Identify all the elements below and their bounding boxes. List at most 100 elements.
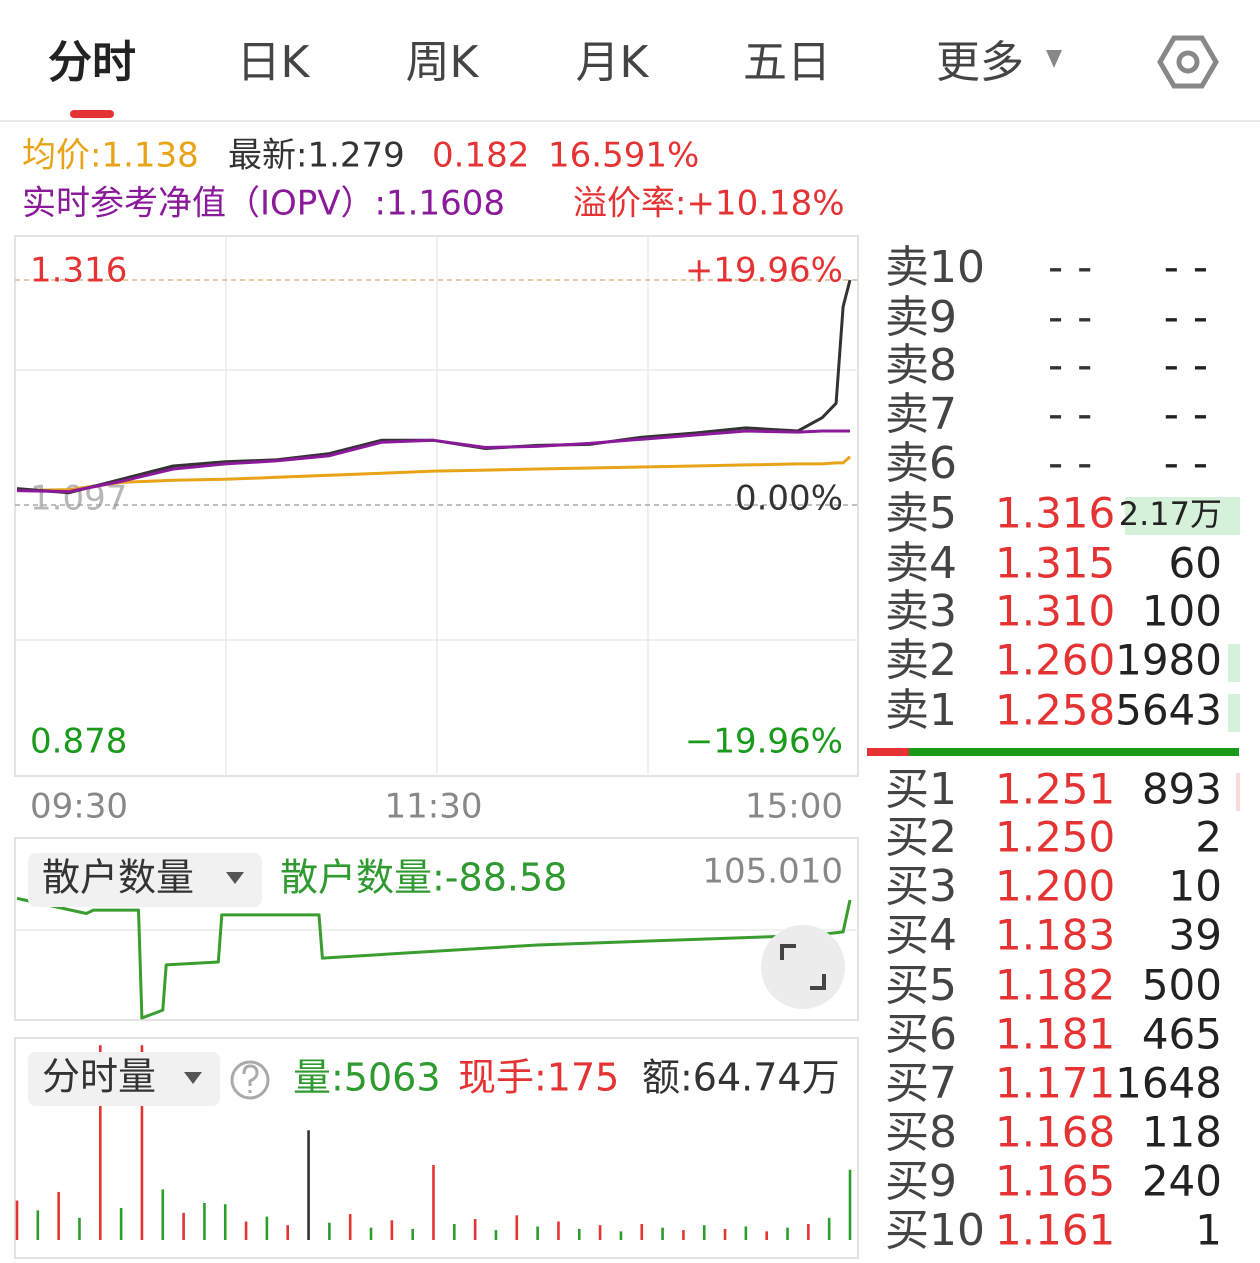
- x-tick-label: 09:30: [30, 787, 128, 827]
- depth-bar: [1125, 497, 1240, 535]
- level-price: --: [1048, 293, 1106, 342]
- dropdown-arrow[interactable]: [184, 1072, 202, 1084]
- depth-bar: [1228, 644, 1240, 682]
- level-label: 卖9: [885, 292, 957, 343]
- level-price: 1.258: [995, 686, 1115, 735]
- volume-stat: 额:64.74万: [642, 1056, 840, 1100]
- help-icon[interactable]: [230, 1060, 270, 1100]
- level-label: 买8: [885, 1107, 957, 1158]
- volume-stat: 量:5063: [293, 1056, 441, 1100]
- volume-bar: [577, 1228, 581, 1240]
- volume-bar: [78, 1217, 81, 1240]
- volume-bar: [723, 1228, 727, 1240]
- volume-bar: [203, 1203, 206, 1240]
- volume-bar: [57, 1191, 60, 1240]
- tab[interactable]: 更多: [936, 37, 1024, 88]
- level-price: 1.165: [995, 1157, 1115, 1206]
- quote-latest: 最新:1.279: [228, 136, 405, 176]
- tab[interactable]: 五日: [743, 37, 831, 88]
- volume-bar: [807, 1223, 810, 1240]
- level-volume: 465: [1142, 1010, 1222, 1059]
- level-price: --: [1048, 390, 1106, 439]
- level-volume: 118: [1142, 1108, 1222, 1157]
- dropdown-label[interactable]: 散户数量: [42, 856, 194, 900]
- level-volume: 1: [1195, 1206, 1222, 1255]
- y2-tick-label: +19.96%: [685, 251, 843, 291]
- tab[interactable]: 分时: [48, 37, 136, 88]
- level-label: 买1: [885, 764, 957, 815]
- volume-bar: [702, 1225, 706, 1240]
- level-label: 卖2: [885, 635, 957, 686]
- volume-bar: [598, 1225, 602, 1240]
- volume-bar: [827, 1217, 831, 1240]
- dropdown-arrow[interactable]: [226, 872, 244, 884]
- level-price: --: [1048, 243, 1106, 292]
- quote-change: 0.182: [432, 136, 529, 176]
- level-label: 卖5: [885, 488, 957, 539]
- volume-bar: [494, 1230, 498, 1240]
- level-volume: 893: [1142, 765, 1222, 814]
- level-label: 买3: [885, 861, 957, 912]
- volume-bar: [682, 1230, 685, 1240]
- level-price: 1.251: [995, 765, 1115, 814]
- level-label: 卖8: [885, 340, 957, 391]
- level-label: 卖7: [885, 389, 957, 440]
- y2-tick-label: 0.00%: [735, 479, 843, 519]
- volume-bar: [515, 1215, 519, 1240]
- volume-bar: [557, 1221, 560, 1240]
- y-tick-label: 1.316: [30, 251, 127, 291]
- help-mark[interactable]: [242, 1064, 259, 1093]
- level-volume: --: [1164, 341, 1222, 390]
- x-tick-label: 15:00: [745, 787, 843, 827]
- settings-icon[interactable]: [1157, 35, 1219, 89]
- tab[interactable]: 日K: [237, 37, 311, 88]
- level-price: --: [1048, 439, 1106, 488]
- series-line: [16, 455, 852, 493]
- tab[interactable]: 周K: [406, 37, 480, 88]
- tab[interactable]: 月K: [576, 37, 650, 88]
- level-label: 卖6: [885, 438, 957, 489]
- volume-bar: [432, 1165, 435, 1240]
- level-volume: 2.17万: [1119, 495, 1222, 533]
- level-volume: 5643: [1115, 686, 1222, 735]
- level-volume: 1980: [1115, 636, 1222, 685]
- level-price: 1.250: [995, 813, 1115, 862]
- level-price: --: [1048, 341, 1106, 390]
- more-arrow[interactable]: [1046, 50, 1062, 68]
- volume-bar: [661, 1227, 664, 1240]
- expand-button[interactable]: [761, 925, 845, 1009]
- dropdown-label[interactable]: 分时量: [42, 1055, 156, 1099]
- quote-change-pct: 16.591%: [548, 136, 699, 176]
- volume-bar: [640, 1223, 644, 1240]
- volume-bar: [453, 1223, 456, 1240]
- level-label: 卖4: [885, 538, 957, 589]
- quote-iopv: 实时参考净值（IOPV）:1.1608: [22, 184, 505, 224]
- volume-bar: [265, 1216, 269, 1240]
- quote-avg: 均价:1.138: [22, 136, 199, 176]
- level-volume: 60: [1169, 539, 1222, 588]
- retail-panel: [14, 837, 859, 1021]
- volume-bar: [536, 1226, 539, 1240]
- dropdown[interactable]: [28, 1052, 220, 1106]
- volume-bar: [744, 1226, 748, 1240]
- volume-bar: [36, 1210, 40, 1240]
- y2-tick-label: −19.96%: [685, 722, 843, 762]
- level-volume: 1648: [1115, 1059, 1222, 1108]
- ratio-bar-sell: [909, 748, 1239, 756]
- level-volume: --: [1164, 293, 1222, 342]
- volume-bar: [765, 1231, 768, 1240]
- level-label: 卖1: [885, 685, 957, 736]
- level-label: 卖10: [885, 242, 985, 293]
- level-label: 卖3: [885, 586, 957, 637]
- volume-bar: [369, 1227, 373, 1240]
- volume-bar: [328, 1222, 331, 1240]
- level-price: 1.315: [995, 539, 1115, 588]
- dropdown[interactable]: [28, 853, 262, 907]
- level-volume: 240: [1142, 1157, 1222, 1206]
- volume-bar: [411, 1228, 414, 1240]
- level-price: 1.182: [995, 961, 1115, 1010]
- series-line: [16, 896, 852, 1020]
- retail-value: 散户数量:-88.58: [280, 856, 567, 900]
- expand-icon[interactable]: [780, 944, 826, 990]
